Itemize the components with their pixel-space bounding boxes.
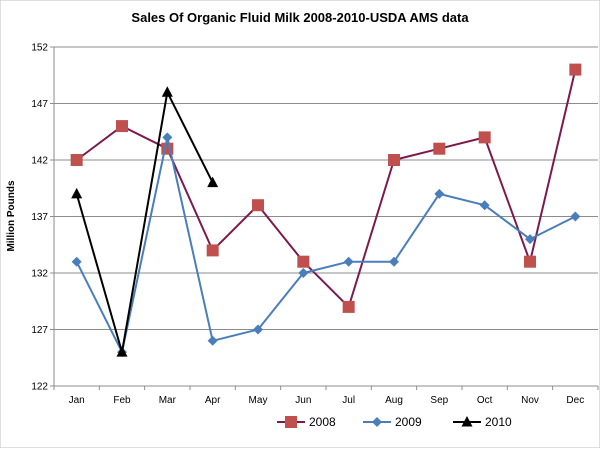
y-tick-label: 137: [31, 212, 48, 223]
series-group: [70, 63, 582, 358]
y-tick-labels: 122 127 132 137 142 147 152: [31, 43, 48, 393]
y-tick-label: 127: [31, 325, 48, 336]
series-line-2008: [76, 69, 577, 308]
data-point-2008: [524, 255, 536, 268]
legend-marker: [285, 416, 297, 428]
x-tick-label: May: [249, 395, 268, 406]
y-tick-label: 132: [31, 269, 48, 280]
chart-title: Sales Of Organic Fluid Milk 2008-2010-US…: [131, 10, 469, 25]
data-point-2009: [71, 256, 82, 267]
data-point-2010: [71, 187, 83, 199]
x-tick-label: Sep: [430, 395, 448, 406]
legend-label: 2008: [309, 415, 336, 429]
x-tick-label: Mar: [159, 395, 177, 406]
data-point-2010: [116, 346, 128, 357]
data-point-2009: [343, 256, 354, 267]
series-2009: [71, 132, 581, 358]
data-point-2008: [433, 142, 446, 155]
x-tick-label: Feb: [113, 395, 131, 406]
data-point-2009: [207, 335, 218, 346]
data-point-2008: [252, 199, 264, 212]
x-tick-label: Apr: [205, 395, 221, 406]
data-point-2009: [570, 211, 581, 222]
x-tick-label: Jan: [69, 395, 85, 406]
y-tick-label: 152: [31, 43, 48, 54]
x-tick-label: Nov: [521, 395, 539, 406]
data-point-2008: [206, 244, 219, 257]
legend-item-2009: 2009: [363, 415, 422, 429]
x-tick-label: Jul: [342, 395, 355, 406]
legend-label: 2010: [485, 415, 512, 429]
data-point-2008: [116, 120, 128, 133]
data-point-2009: [298, 268, 309, 278]
legend: 2008 2009 2010: [277, 415, 512, 429]
y-tick-label: 147: [31, 99, 48, 110]
data-point-2009: [525, 234, 535, 245]
data-point-2008: [342, 300, 355, 313]
data-point-2008: [569, 63, 582, 76]
data-point-2008: [478, 131, 491, 144]
x-tick-label: Jun: [295, 395, 311, 406]
series-2010: [71, 86, 219, 357]
legend-label: 2009: [395, 415, 422, 429]
data-point-2009: [162, 132, 173, 143]
legend-item-2010: 2010: [453, 415, 512, 429]
series-2008: [70, 63, 582, 313]
data-point-2008: [297, 255, 310, 268]
y-axis-label: Million Pounds: [6, 180, 17, 252]
legend-marker: [372, 417, 382, 427]
legend-item-2008: 2008: [277, 415, 336, 429]
y-tick-label: 142: [31, 156, 48, 167]
data-point-2009: [253, 324, 263, 335]
y-tick-label: 122: [31, 382, 48, 393]
data-point-2009: [479, 200, 490, 211]
x-tick-label: Aug: [385, 395, 403, 406]
axes: [50, 46, 599, 390]
data-point-2008: [70, 154, 83, 166]
data-point-2009: [434, 188, 445, 199]
x-tick-label: Oct: [477, 395, 493, 406]
data-point-2010: [207, 176, 219, 188]
legend-marker: [461, 416, 473, 427]
data-point-2008: [388, 154, 400, 166]
series-line-2010: [75, 91, 214, 354]
series-line-2009: [75, 136, 576, 354]
data-point-2010: [161, 86, 173, 97]
data-point-2009: [389, 256, 399, 267]
x-tick-labels: Jan Feb Mar Apr May Jun Jul Aug Sep Oct Nov Dec: [69, 395, 585, 406]
x-tick-label: Dec: [566, 395, 584, 406]
